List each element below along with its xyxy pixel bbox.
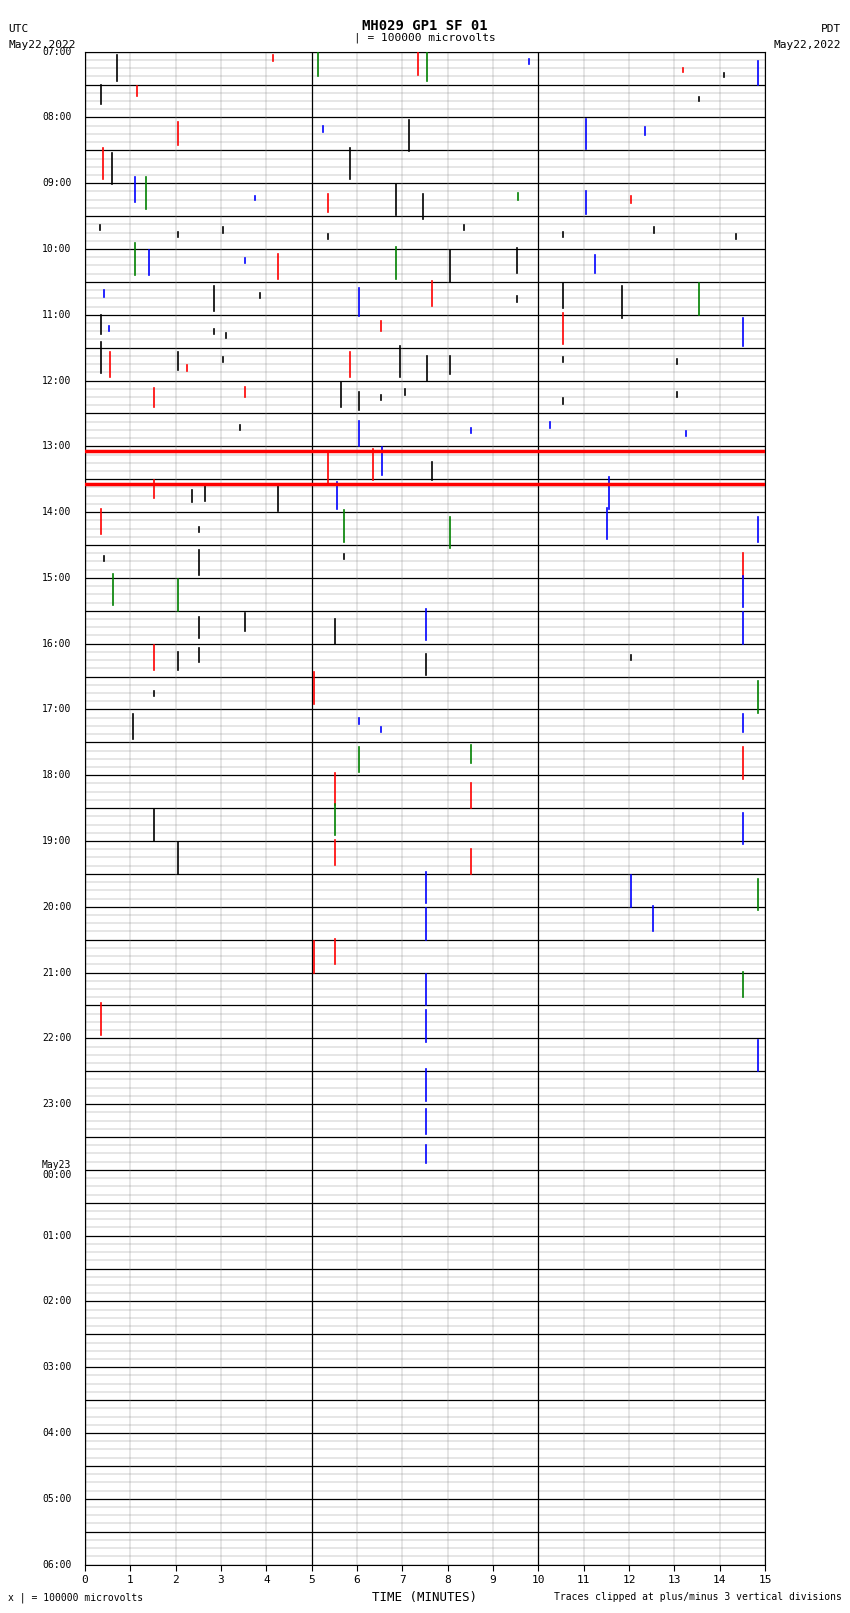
Text: 18:00: 18:00 bbox=[42, 771, 71, 781]
Text: 10:00: 10:00 bbox=[42, 244, 71, 253]
Text: 05:00: 05:00 bbox=[42, 1494, 71, 1503]
Text: UTC: UTC bbox=[8, 24, 29, 34]
Text: 21:00: 21:00 bbox=[42, 968, 71, 977]
Text: 00:00: 00:00 bbox=[42, 1169, 71, 1181]
Text: x | = 100000 microvolts: x | = 100000 microvolts bbox=[8, 1592, 144, 1603]
Text: 08:00: 08:00 bbox=[42, 113, 71, 123]
Text: 23:00: 23:00 bbox=[42, 1098, 71, 1110]
Text: 11:00: 11:00 bbox=[42, 310, 71, 319]
Text: MH029 GP1 SF 01: MH029 GP1 SF 01 bbox=[362, 19, 488, 34]
X-axis label: TIME (MINUTES): TIME (MINUTES) bbox=[372, 1590, 478, 1603]
Text: 06:00: 06:00 bbox=[42, 1560, 71, 1569]
Text: Traces clipped at plus/minus 3 vertical divisions: Traces clipped at plus/minus 3 vertical … bbox=[553, 1592, 842, 1602]
Text: 12:00: 12:00 bbox=[42, 376, 71, 386]
Text: 02:00: 02:00 bbox=[42, 1297, 71, 1307]
Text: 07:00: 07:00 bbox=[42, 47, 71, 56]
Text: 04:00: 04:00 bbox=[42, 1428, 71, 1439]
Text: May22,2022: May22,2022 bbox=[774, 40, 842, 50]
Text: 09:00: 09:00 bbox=[42, 177, 71, 189]
Text: 19:00: 19:00 bbox=[42, 836, 71, 845]
Text: 15:00: 15:00 bbox=[42, 573, 71, 582]
Text: | = 100000 microvolts: | = 100000 microvolts bbox=[354, 32, 496, 44]
Text: 01:00: 01:00 bbox=[42, 1231, 71, 1240]
Text: 14:00: 14:00 bbox=[42, 506, 71, 518]
Text: 16:00: 16:00 bbox=[42, 639, 71, 648]
Text: 20:00: 20:00 bbox=[42, 902, 71, 911]
Text: 17:00: 17:00 bbox=[42, 705, 71, 715]
Text: May22,2022: May22,2022 bbox=[8, 40, 76, 50]
Text: PDT: PDT bbox=[821, 24, 842, 34]
Text: 22:00: 22:00 bbox=[42, 1034, 71, 1044]
Text: May23: May23 bbox=[42, 1160, 71, 1169]
Text: 13:00: 13:00 bbox=[42, 442, 71, 452]
Text: 03:00: 03:00 bbox=[42, 1363, 71, 1373]
